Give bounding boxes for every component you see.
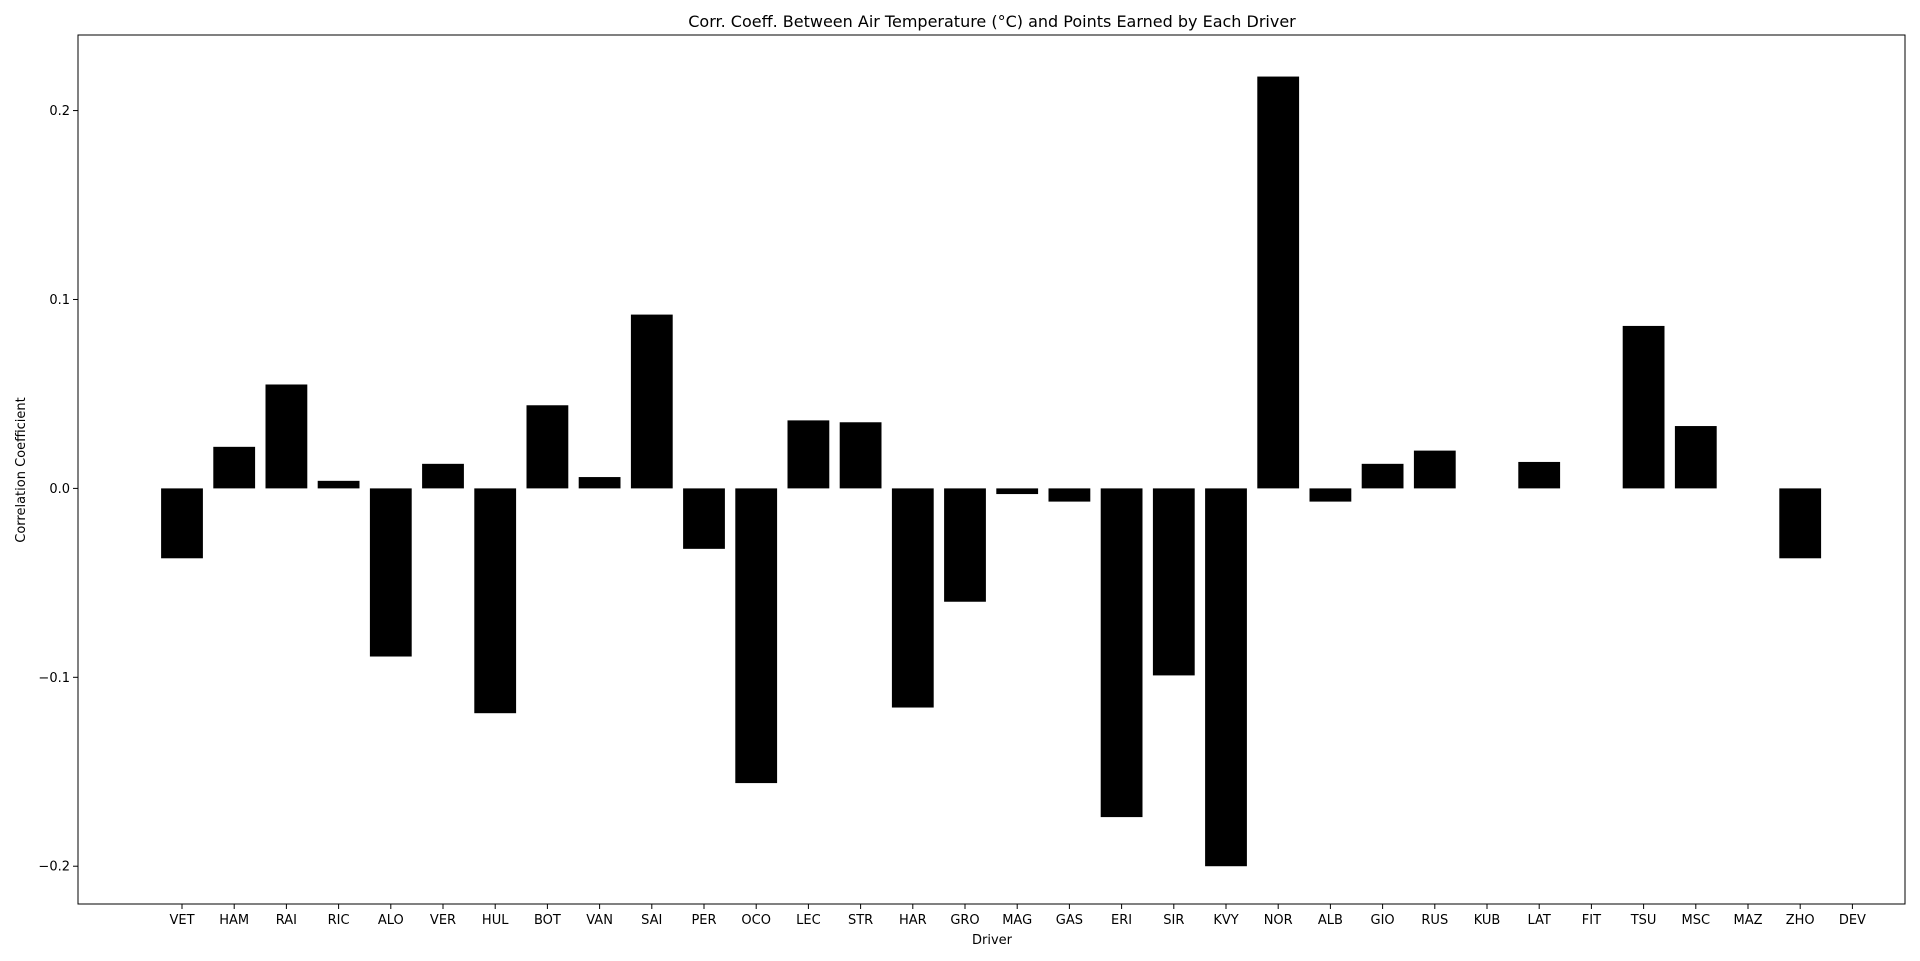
bar-bot (526, 405, 569, 489)
y-tick-label: 0.2 (49, 104, 70, 119)
x-tick-label-maz: MAZ (1733, 913, 1762, 928)
x-axis-ticks: VET HAM RAI RIC ALO VER HUL BOT VAN SAI PER OCO LEC S… (169, 904, 1866, 928)
x-tick-label-str: STR (848, 913, 873, 928)
bar-rus (1413, 450, 1456, 489)
bar-oco (735, 488, 778, 784)
x-axis-label: Driver (972, 933, 1013, 948)
x-tick-label-zho: ZHO (1786, 913, 1815, 928)
bar-gio (1361, 463, 1404, 489)
x-tick-label-mag: MAG (1002, 913, 1032, 928)
x-tick-label-lat: LAT (1528, 913, 1551, 928)
y-tick-label: 0.1 (49, 293, 70, 308)
x-tick-label-kub: KUB (1474, 913, 1501, 928)
x-tick-label-gas: GAS (1056, 913, 1083, 928)
bar-ric (317, 480, 360, 489)
x-tick-label-tsu: TSU (1630, 913, 1657, 928)
bar-rai (265, 384, 308, 489)
x-tick-label-ver: VER (430, 913, 456, 928)
y-axis-ticks: −0.2 −0.1 0.0 0.1 0.2 (38, 104, 78, 875)
x-tick-label-sir: SIR (1163, 913, 1184, 928)
plot-frame (77, 34, 1906, 905)
x-tick-label-alo: ALO (378, 913, 404, 928)
bar-har (891, 488, 934, 708)
x-tick-label-gio: GIO (1371, 913, 1395, 928)
bar-per (683, 488, 725, 549)
x-tick-label-rus: RUS (1421, 913, 1448, 928)
x-tick-label-per: PER (691, 913, 716, 928)
y-axis-label: Correlation Coefficient (14, 397, 29, 543)
x-tick-label-ham: HAM (219, 913, 249, 928)
x-tick-label-gro: GRO (950, 913, 979, 928)
bar-gas (1048, 488, 1091, 502)
bar-vet (161, 488, 203, 559)
bar-sai (630, 314, 673, 489)
x-tick-label-nor: NOR (1264, 913, 1293, 928)
bar-sir (1152, 488, 1195, 676)
bar-alo (369, 488, 412, 657)
bar-lec (787, 420, 830, 489)
bar-tsu (1622, 325, 1665, 489)
x-tick-label-oco: OCO (741, 913, 771, 928)
x-tick-label-har: HAR (899, 913, 927, 928)
bar-gro (944, 488, 986, 602)
bar-eri (1100, 488, 1143, 818)
x-tick-label-ric: RIC (328, 913, 350, 928)
x-tick-label-msc: MSC (1682, 913, 1711, 928)
x-tick-label-fit: FIT (1582, 913, 1601, 928)
y-tick-label: 0.0 (49, 482, 70, 497)
bar-alb (1309, 488, 1352, 502)
x-tick-label-van: VAN (586, 913, 613, 928)
bar-ver (422, 463, 464, 489)
y-tick-label: −0.2 (38, 860, 70, 875)
bars-layer (161, 76, 1822, 867)
bar-van (578, 477, 621, 489)
x-tick-label-lec: LEC (796, 913, 821, 928)
x-tick-label-kvy: KVY (1213, 913, 1238, 928)
x-tick-label-dev: DEV (1839, 913, 1866, 928)
x-tick-label-rai: RAI (276, 913, 297, 928)
bar-mag (996, 488, 1039, 495)
x-tick-label-vet: VET (169, 913, 194, 928)
bar-str (839, 422, 882, 489)
bar-hul (474, 488, 517, 714)
x-tick-label-alb: ALB (1318, 913, 1343, 928)
bar-nor (1257, 76, 1300, 489)
bar-msc (1674, 426, 1717, 489)
bar-lat (1518, 461, 1561, 489)
x-tick-label-sai: SAI (641, 913, 662, 928)
bar-kvy (1205, 488, 1247, 867)
bar-zho (1779, 488, 1822, 559)
chart-title: Corr. Coeff. Between Air Temperature (°C… (688, 12, 1296, 31)
y-tick-label: −0.1 (38, 671, 70, 686)
x-tick-label-hul: HUL (482, 913, 509, 928)
bar-ham (213, 446, 256, 489)
x-tick-label-eri: ERI (1111, 913, 1132, 928)
x-tick-label-bot: BOT (534, 913, 561, 928)
